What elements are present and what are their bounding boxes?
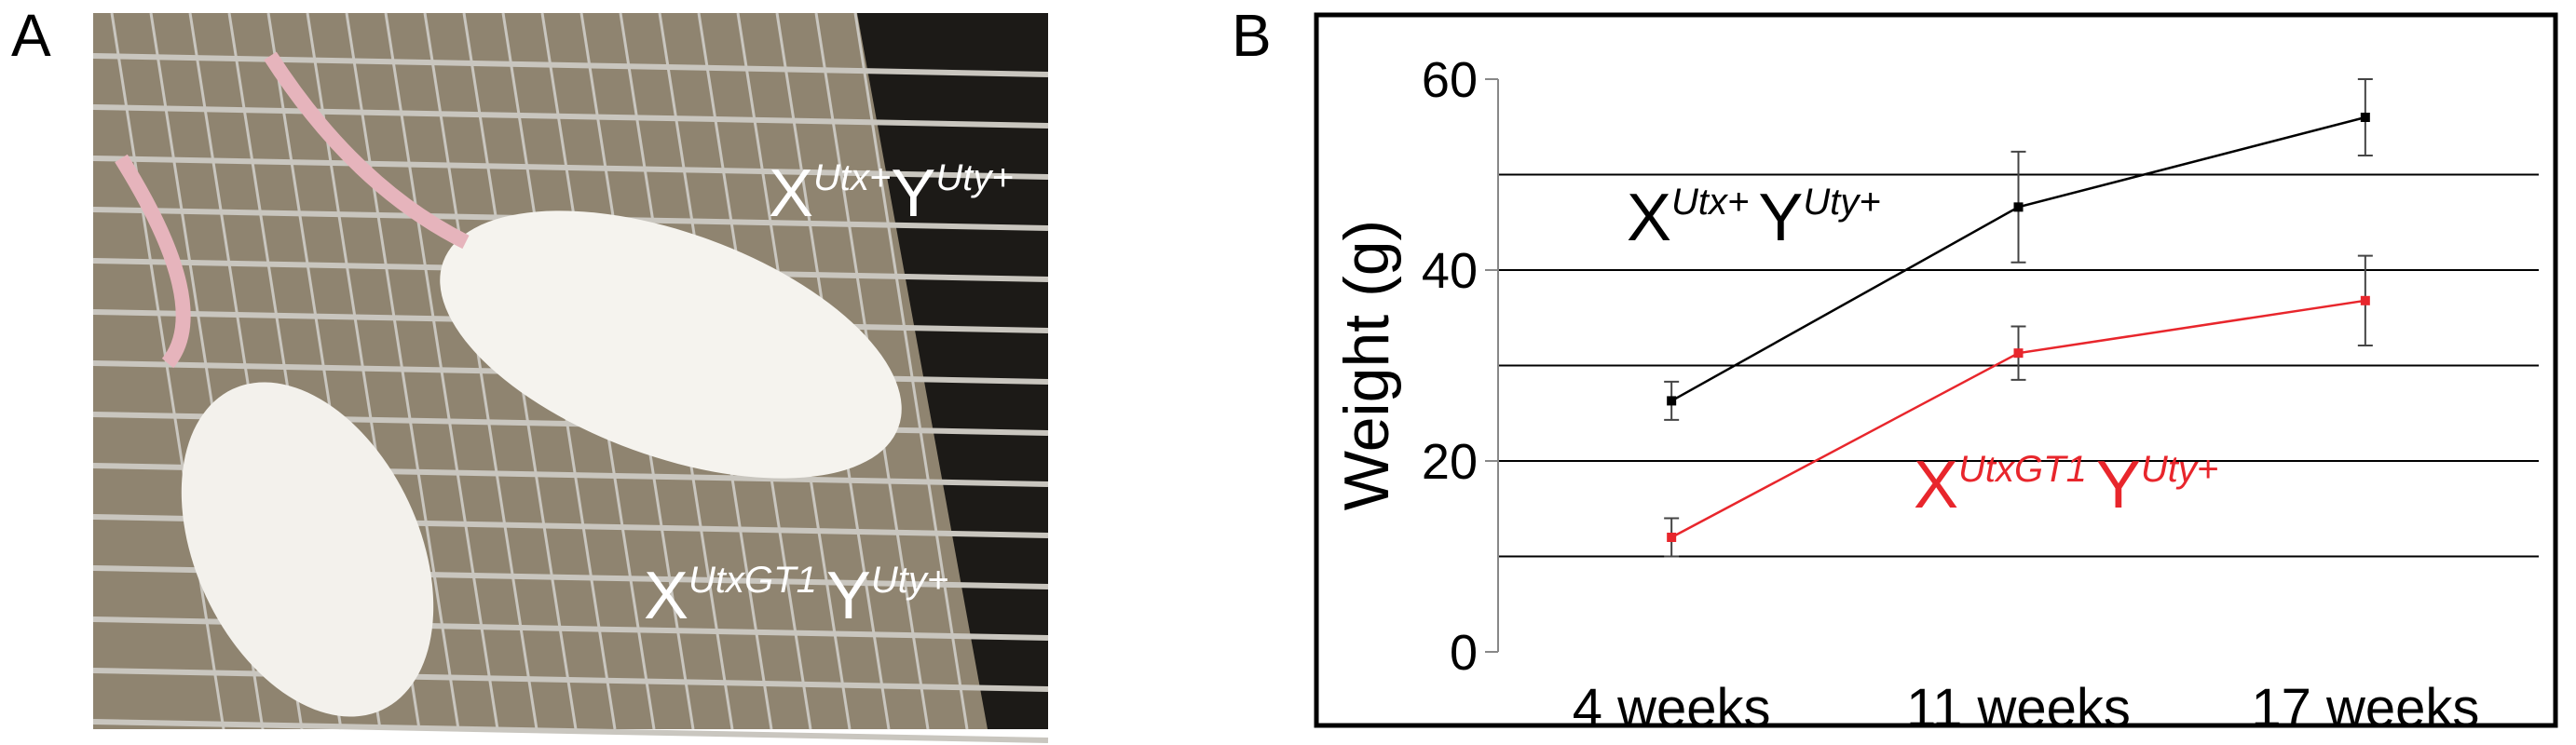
y-tick-label: 20 xyxy=(1422,434,1478,490)
panel-label: A xyxy=(11,2,51,69)
superscript: Uty+ xyxy=(2141,449,2218,490)
cage-bar xyxy=(92,104,1049,129)
point xyxy=(2360,113,2370,122)
cage-edge xyxy=(857,13,1048,729)
superscript: UtxGT1 xyxy=(688,560,817,601)
superscript: Uty+ xyxy=(1803,182,1880,223)
cage-bar xyxy=(384,12,499,730)
base: X xyxy=(1914,448,1958,522)
cage-bar xyxy=(853,12,969,730)
superscript: Utx+ xyxy=(813,157,891,198)
tail xyxy=(264,51,470,250)
panel-frame xyxy=(1314,12,2558,728)
cage-bar xyxy=(92,719,1049,743)
superscript: Uty+ xyxy=(935,157,1013,198)
mouse xyxy=(440,210,902,479)
cage-bar xyxy=(423,12,538,730)
base: X xyxy=(644,559,688,633)
point xyxy=(2013,202,2024,212)
base: Y xyxy=(1758,181,1803,255)
x-tick-label: 11 weeks xyxy=(1906,678,2131,738)
genotype-label: XUtxGT1 YUty+ xyxy=(644,559,948,633)
point xyxy=(1667,396,1677,406)
base: Y xyxy=(891,156,935,231)
cage-bar xyxy=(345,12,460,730)
panel-label: B xyxy=(1232,2,1272,69)
cage-bar xyxy=(92,53,1049,77)
superscript: UtxGT1 xyxy=(1958,449,2087,490)
point xyxy=(2013,348,2024,359)
y-tick-label: 60 xyxy=(1422,52,1478,108)
x-tick-label: 4 weeks xyxy=(1573,678,1771,738)
cage-bar xyxy=(110,12,225,730)
base: Y xyxy=(2096,448,2141,522)
genotype-label: XUtx+YUty+ xyxy=(769,156,1014,231)
y-tick-label: 40 xyxy=(1422,243,1478,299)
point xyxy=(1667,533,1677,542)
point xyxy=(2360,295,2370,305)
superscript: Uty+ xyxy=(871,560,948,601)
base: X xyxy=(769,156,813,231)
x-tick-label: 17 weeks xyxy=(2251,678,2479,738)
superscript: Utx+ xyxy=(1671,182,1749,223)
series-label: XUtxGT1 YUty+ xyxy=(1914,448,2218,522)
base: Y xyxy=(826,559,871,633)
tail xyxy=(115,154,191,369)
base: X xyxy=(1627,181,1671,255)
y-axis-title: Weight (g) xyxy=(1331,220,1402,510)
photo xyxy=(92,12,1049,743)
series-label: XUtx+ YUty+ xyxy=(1627,181,1881,255)
cage-bar xyxy=(92,668,1049,692)
y-tick-label: 0 xyxy=(1450,625,1478,681)
mouse xyxy=(181,382,434,717)
